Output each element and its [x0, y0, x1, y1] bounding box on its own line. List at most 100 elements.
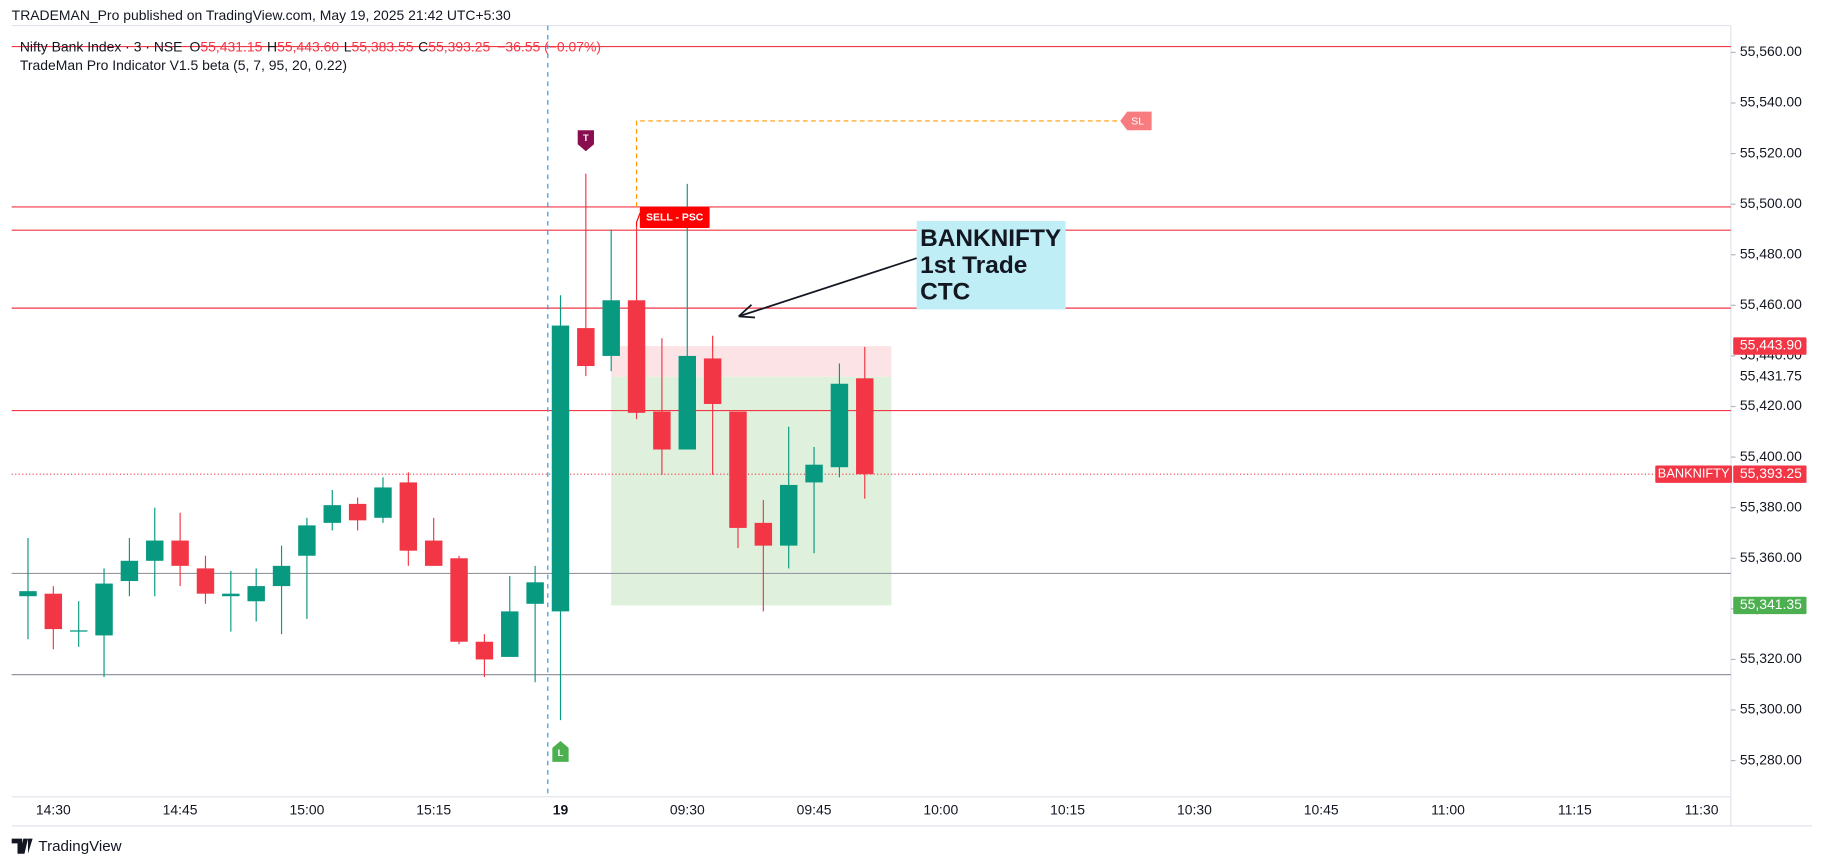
price-label-box — [1733, 337, 1807, 355]
candle — [754, 500, 773, 612]
callout-arrow — [738, 257, 917, 319]
price-label: 55,443.90 — [1740, 337, 1802, 353]
candle — [146, 507, 164, 597]
legend-value: 55,393.25 — [428, 38, 490, 54]
candle-body — [856, 378, 874, 475]
callout-text: BANKNIFTY — [920, 225, 1061, 252]
callout-box — [916, 221, 1066, 310]
price-label-box — [1733, 596, 1807, 615]
candle-body — [754, 522, 773, 546]
price-label-box — [1733, 465, 1807, 483]
candle-body — [374, 487, 392, 518]
candle-body — [526, 582, 544, 604]
y-tick-label: 55,320.00 — [1740, 650, 1802, 666]
y-tick-label: 55,460.00 — [1740, 296, 1802, 312]
candle — [779, 426, 798, 569]
candle-body — [247, 586, 265, 602]
signal-pointer — [635, 212, 641, 227]
stop-loss-line — [635, 120, 1121, 207]
legend-key: O — [189, 38, 200, 54]
candle-body — [703, 358, 722, 404]
marker-t-label: T — [583, 133, 589, 143]
candle — [399, 472, 418, 566]
symbol-box — [1655, 465, 1733, 483]
candle-body — [551, 325, 570, 612]
candle — [348, 497, 367, 531]
candle — [374, 477, 392, 523]
candle — [805, 446, 823, 554]
x-tick-label: 10:45 — [1304, 801, 1339, 817]
stop-loss-tag — [1120, 111, 1152, 131]
x-tick-label: 19 — [553, 801, 569, 817]
candle-body — [602, 300, 620, 356]
y-tick-label: 55,300.00 — [1740, 701, 1802, 717]
candle — [424, 517, 443, 566]
symbol-label: BANKNIFTY — [1658, 466, 1730, 481]
legend-value: 55,443.60 — [277, 38, 339, 54]
candle-body — [399, 482, 418, 551]
candle — [526, 565, 544, 683]
candle — [501, 575, 519, 657]
candle-body — [424, 540, 443, 566]
legend-key: C — [418, 38, 428, 54]
candle — [577, 173, 595, 377]
candle — [627, 226, 646, 420]
candle — [602, 229, 620, 372]
candle — [729, 411, 747, 549]
callout-text: 1st Trade — [920, 252, 1027, 279]
candle-body — [95, 583, 113, 636]
candle — [653, 338, 671, 475]
candle — [44, 586, 63, 650]
candle — [171, 512, 189, 587]
candle — [222, 570, 240, 632]
candle-body — [678, 355, 696, 450]
symbol-name: Nifty Bank Index · 3 · NSE — [20, 38, 183, 54]
candle-body — [196, 568, 215, 594]
indicator-label: TradeMan Pro Indicator V1.5 beta (5, 7, … — [20, 57, 347, 73]
x-tick-label: 10:15 — [1050, 801, 1085, 817]
candle-body — [120, 560, 139, 582]
y-tick-label: 55,280.00 — [1740, 751, 1802, 767]
candle-body — [577, 328, 595, 367]
legend-value: 55,383.55 — [352, 38, 414, 54]
candle — [475, 634, 494, 678]
price-label: 55,431.75 — [1740, 367, 1802, 383]
y-tick-label: 55,380.00 — [1740, 498, 1802, 514]
x-tick-label: 14:45 — [163, 801, 198, 817]
candle — [272, 545, 291, 635]
y-tick-label: 55,360.00 — [1740, 549, 1802, 565]
y-tick-label: 55,560.00 — [1740, 43, 1802, 59]
candle-body — [19, 591, 37, 597]
candle-body — [272, 565, 291, 587]
candle-body — [627, 300, 646, 413]
marker-l-label: L — [558, 748, 564, 758]
candle-body — [501, 611, 519, 657]
candle-body — [475, 641, 494, 660]
candle-body — [222, 593, 240, 597]
marker-l — [552, 740, 569, 762]
candle-body — [450, 558, 468, 642]
x-tick-label: 15:00 — [289, 801, 324, 817]
candle-body — [653, 411, 671, 450]
candle — [856, 346, 874, 499]
x-tick-label: 10:00 — [923, 801, 958, 817]
y-tick-label: 55,400.00 — [1740, 448, 1802, 464]
x-tick-label: 11:15 — [1558, 801, 1592, 817]
candle-body — [779, 484, 798, 546]
price-label: 55,393.25 — [1740, 465, 1802, 481]
candle — [196, 555, 215, 604]
candle — [830, 363, 849, 478]
candle-body — [323, 505, 341, 523]
candle-body — [146, 540, 164, 561]
candle — [298, 517, 316, 619]
legend-line: Nifty Bank Index · 3 · NSE O55,431.15 H55,… — [20, 38, 601, 54]
legend-key: H — [267, 38, 277, 54]
candle — [450, 555, 468, 645]
signal-box — [639, 207, 710, 228]
brand: TradingView — [38, 838, 121, 855]
x-tick-label: 14:30 — [36, 801, 71, 817]
legend-change: −36.55 (−0.07%) — [497, 38, 601, 54]
publish-info: TRADEMAN_Pro published on TradingView.co… — [12, 7, 511, 23]
price-label: 55,341.35 — [1740, 596, 1802, 612]
